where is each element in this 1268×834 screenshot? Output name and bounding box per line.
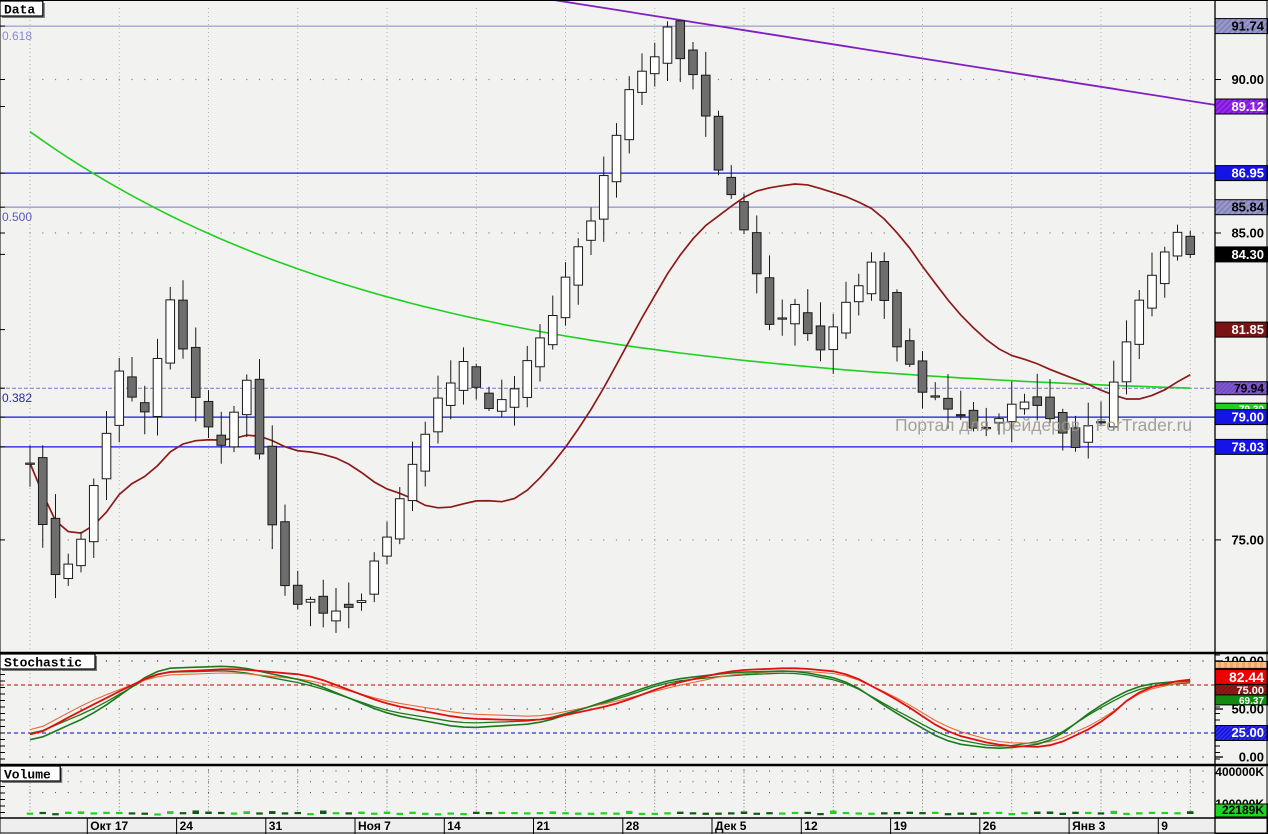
svg-text:78.03: 78.03	[1231, 439, 1264, 454]
svg-text:81.85: 81.85	[1231, 322, 1264, 337]
svg-text:24: 24	[180, 819, 194, 833]
svg-text:91.74: 91.74	[1231, 19, 1264, 34]
svg-text:89.12: 89.12	[1231, 99, 1264, 114]
svg-text:28: 28	[626, 819, 640, 833]
svg-text:50.00: 50.00	[1231, 702, 1264, 717]
svg-text:Stochastic: Stochastic	[4, 655, 82, 670]
svg-text:19: 19	[894, 819, 908, 833]
svg-text:22189K: 22189K	[1222, 803, 1264, 817]
svg-text:21: 21	[537, 819, 551, 833]
svg-text:14: 14	[447, 819, 461, 833]
svg-text:86.95: 86.95	[1231, 166, 1264, 181]
svg-text:Ноя 7: Ноя 7	[358, 819, 391, 833]
svg-text:Янв 3: Янв 3	[1072, 819, 1106, 833]
svg-text:82.44: 82.44	[1229, 669, 1264, 685]
svg-text:9: 9	[1161, 819, 1168, 833]
svg-text:0.00: 0.00	[1239, 750, 1264, 765]
svg-text:0.618: 0.618	[2, 29, 32, 43]
svg-text:Data: Data	[4, 2, 35, 17]
svg-text:0.382: 0.382	[2, 391, 32, 405]
svg-text:Портал для трейдеров - ForTrad: Портал для трейдеров - ForTrader.ru	[895, 415, 1192, 435]
svg-text:Окт 17: Окт 17	[90, 819, 128, 833]
svg-text:26: 26	[983, 819, 997, 833]
svg-text:85.00: 85.00	[1231, 226, 1264, 241]
svg-text:75.00: 75.00	[1231, 532, 1264, 547]
svg-text:79.94: 79.94	[1234, 382, 1264, 396]
svg-text:12: 12	[804, 819, 818, 833]
svg-text:25.00: 25.00	[1231, 725, 1264, 740]
svg-text:400000K: 400000K	[1215, 765, 1264, 779]
svg-text:85.84: 85.84	[1231, 200, 1264, 215]
svg-text:31: 31	[269, 819, 283, 833]
svg-text:84.30: 84.30	[1231, 247, 1264, 262]
svg-text:79.00: 79.00	[1231, 410, 1264, 425]
svg-text:90.00: 90.00	[1231, 72, 1264, 87]
svg-text:Дек 5: Дек 5	[715, 819, 747, 833]
svg-text:0.500: 0.500	[2, 210, 32, 224]
svg-text:Volume: Volume	[4, 767, 51, 782]
